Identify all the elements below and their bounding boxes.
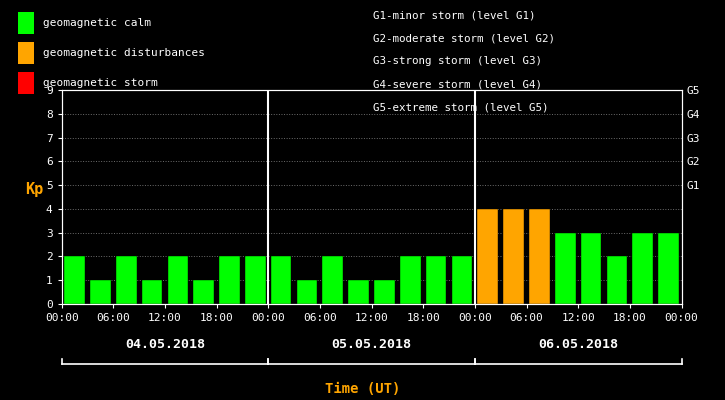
Text: geomagnetic calm: geomagnetic calm — [43, 18, 151, 28]
Text: G1-minor storm (level G1): G1-minor storm (level G1) — [373, 10, 536, 20]
Text: 04.05.2018: 04.05.2018 — [125, 338, 205, 350]
Text: Time (UT): Time (UT) — [325, 382, 400, 396]
Bar — [503, 209, 524, 304]
Bar — [271, 256, 291, 304]
Bar — [400, 256, 420, 304]
Y-axis label: Kp: Kp — [25, 182, 44, 197]
Bar — [607, 256, 627, 304]
Bar — [374, 280, 395, 304]
Bar — [297, 280, 318, 304]
Text: G4-severe storm (level G4): G4-severe storm (level G4) — [373, 80, 542, 90]
Text: geomagnetic disturbances: geomagnetic disturbances — [43, 48, 204, 58]
Bar — [426, 256, 447, 304]
Bar — [529, 209, 550, 304]
Bar — [581, 233, 602, 304]
Bar — [323, 256, 343, 304]
Bar — [245, 256, 265, 304]
Text: G3-strong storm (level G3): G3-strong storm (level G3) — [373, 56, 542, 66]
Text: G5-extreme storm (level G5): G5-extreme storm (level G5) — [373, 103, 549, 113]
Bar — [452, 256, 472, 304]
Text: 06.05.2018: 06.05.2018 — [538, 338, 618, 350]
Bar — [555, 233, 576, 304]
Bar — [194, 280, 214, 304]
Bar — [348, 280, 369, 304]
Bar — [167, 256, 188, 304]
Bar — [632, 233, 653, 304]
Bar — [478, 209, 498, 304]
Bar — [141, 280, 162, 304]
Bar — [219, 256, 240, 304]
Text: 05.05.2018: 05.05.2018 — [331, 338, 412, 350]
Bar — [116, 256, 136, 304]
Text: geomagnetic storm: geomagnetic storm — [43, 78, 157, 88]
Bar — [658, 233, 679, 304]
Text: G2-moderate storm (level G2): G2-moderate storm (level G2) — [373, 33, 555, 43]
Bar — [65, 256, 85, 304]
Bar — [90, 280, 111, 304]
